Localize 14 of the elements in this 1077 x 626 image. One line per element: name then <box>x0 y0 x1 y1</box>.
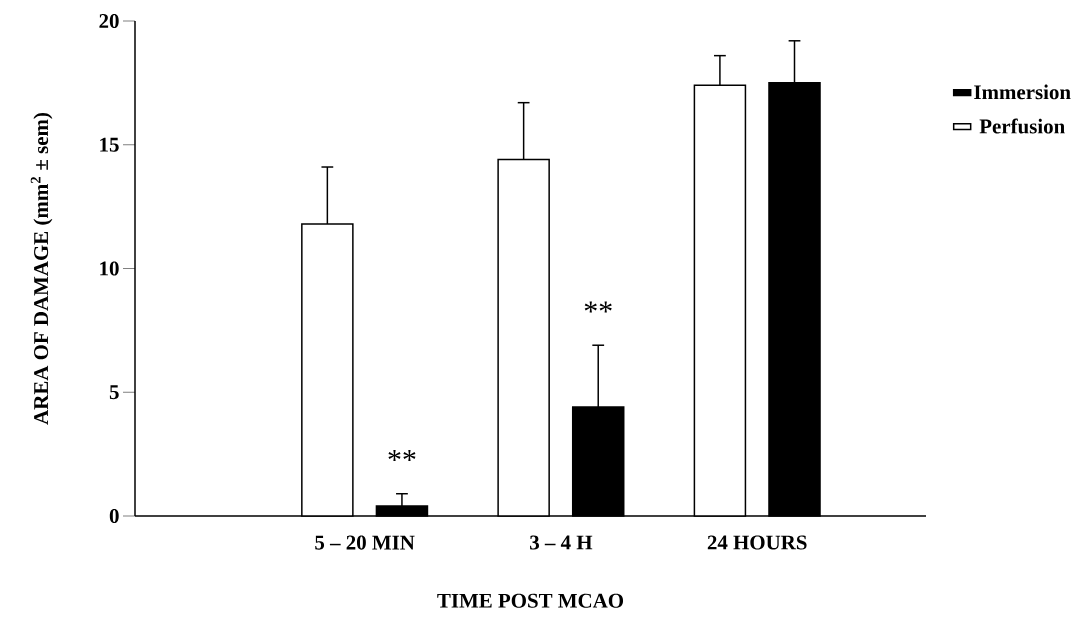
legend-label: Immersion <box>974 84 1071 100</box>
legend-label: Perfusion <box>979 118 1065 134</box>
x-axis-title: TIME POST MCAO <box>437 593 624 608</box>
y-axis-title: AREA OF DAMAGE (mm$^{2}$ ± sem) <box>30 113 53 425</box>
annotation: ** <box>584 301 612 313</box>
x-tick-label: 24 HOURS <box>707 535 807 550</box>
y-tick-label: 5 <box>109 385 119 400</box>
annotation: ** <box>388 449 416 461</box>
y-tick-label: 20 <box>99 13 119 29</box>
y-tick-label: 15 <box>100 137 119 152</box>
x-tick-label: 5 – 20 MIN <box>315 535 415 550</box>
y-tick-label: 0 <box>109 508 119 524</box>
x-tick-label: 3 – 4 H <box>530 535 593 550</box>
y-tick-label: 10 <box>100 261 119 276</box>
